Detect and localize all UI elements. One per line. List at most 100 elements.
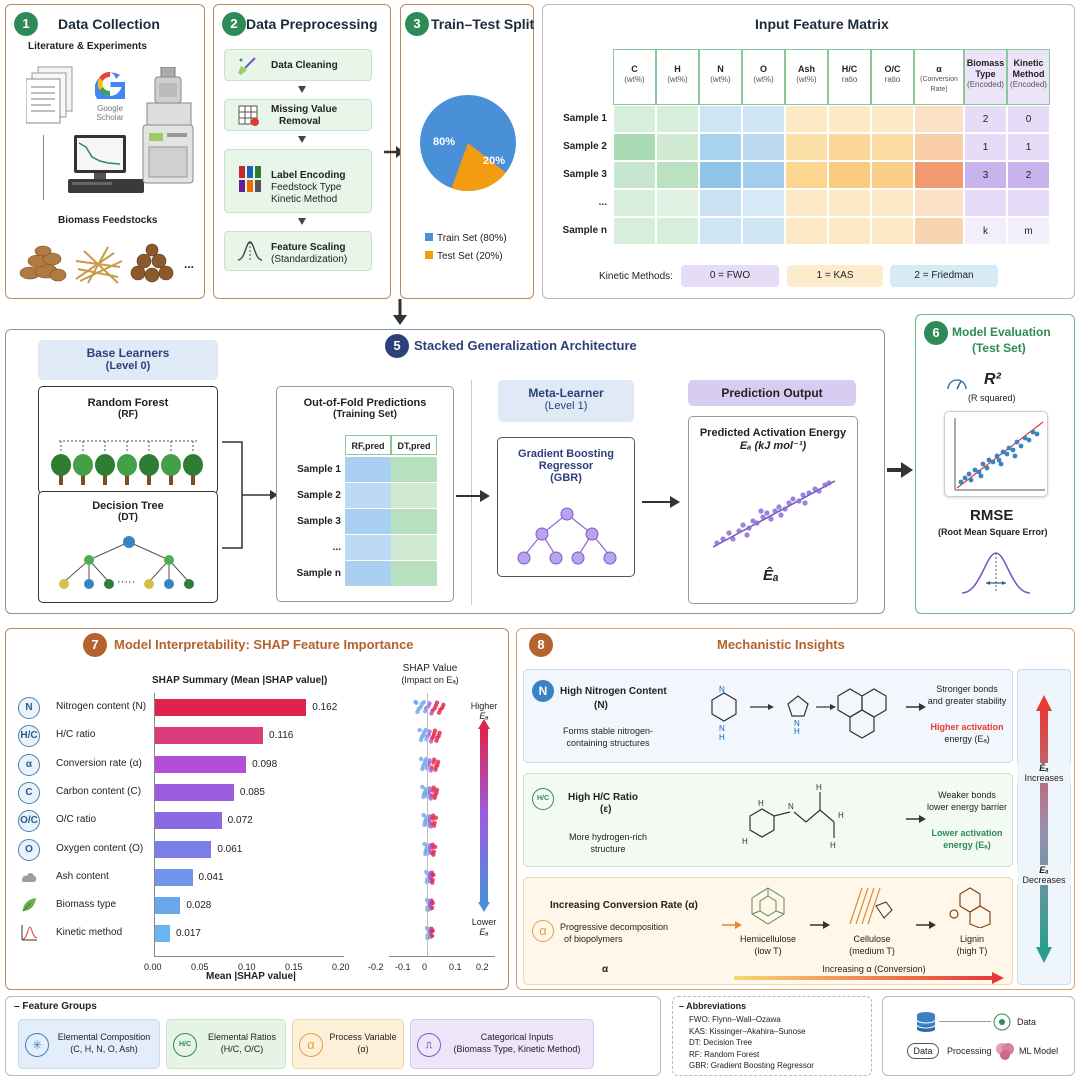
- step-label-group: Label Encoding Feedstock Type Kinetic Meth…: [271, 170, 345, 206]
- oof-col-header: DT,pred: [391, 435, 437, 455]
- tree-trunk: [103, 473, 107, 485]
- database-icon: [916, 1012, 936, 1032]
- dt-ellipsis: ·····: [117, 576, 136, 588]
- ea-inc-symbol: Êₐ: [1039, 763, 1049, 773]
- prediction-output-header: Prediction Output: [688, 380, 856, 406]
- pred-title: Prediction Output: [721, 386, 823, 400]
- step-badge-2: 2: [222, 12, 246, 36]
- tree-icon: [51, 454, 71, 476]
- shap-dot: [433, 815, 439, 821]
- h-sub: (ε): [600, 804, 612, 815]
- h-desc2: structure: [590, 844, 626, 854]
- tree-icon: [95, 454, 115, 476]
- matrix-cell: k: [964, 217, 1007, 245]
- matrix-cell: [656, 133, 699, 161]
- n-result2: and greater stability: [927, 696, 1007, 706]
- r2-point: [990, 459, 996, 465]
- shap-dot: [436, 733, 441, 739]
- x-axis-label: Mean |SHAP value|: [206, 971, 296, 982]
- shap-bar: [154, 699, 307, 716]
- pred-point: [746, 525, 752, 531]
- feature-label: Nitrogen content (N): [56, 701, 147, 712]
- shap-bar: [154, 925, 170, 943]
- x-axis-line: [154, 955, 344, 957]
- r2-point: [968, 477, 974, 483]
- step-label-group: Missing Value Removal: [271, 104, 337, 128]
- tree-trunk: [147, 473, 151, 485]
- shap-dot: [429, 929, 434, 935]
- shap-dot: [427, 902, 432, 907]
- hemi-t: (low T): [754, 946, 782, 956]
- matrix-row-label: Sample 3: [563, 169, 607, 180]
- matrix-cell: 2: [1007, 161, 1050, 189]
- ea-increases: Êₐ Increases: [1017, 763, 1071, 783]
- shap-beeswarm-row: [424, 869, 436, 885]
- r2-point: [1022, 435, 1028, 441]
- r2-point: [1026, 437, 1032, 443]
- shap-dot: [414, 700, 419, 706]
- key-connector: [939, 1021, 991, 1022]
- group-process-variable: α Process Variable (α): [292, 1019, 404, 1069]
- group-label: Process Variable: [329, 1032, 397, 1042]
- matrix-col-header: H/C ratio: [828, 49, 871, 105]
- matrix-col-header: O/C ratio: [871, 49, 914, 105]
- oof-row-label: ...: [332, 542, 341, 553]
- step-badge-5: 5: [385, 334, 409, 358]
- pred-point: [802, 500, 808, 506]
- matrix-cell: [699, 189, 742, 217]
- step-label-3: Kinetic Method: [271, 194, 338, 205]
- shap-value-label: 0.116: [269, 730, 294, 742]
- shap-dot: [428, 796, 433, 801]
- test-swatch: [425, 251, 433, 259]
- nitrogen-badge: N: [532, 680, 554, 702]
- shap-bar: [154, 727, 264, 745]
- panel-title: Mechanistic Insights: [717, 637, 845, 652]
- rmse-sub: (Root Mean Square Error): [938, 527, 1048, 537]
- matrix-cell: [828, 105, 871, 133]
- step-label: Data Cleaning: [271, 60, 338, 71]
- oof-col-header: RF,pred: [345, 435, 391, 455]
- shap-axis-line: [389, 955, 495, 957]
- legend-train: Train Set (80%): [425, 233, 507, 244]
- tree-icon: [139, 454, 159, 476]
- col-unit: ratio: [884, 75, 901, 84]
- matrix-cell: [914, 133, 964, 161]
- higher-text: Higher: [470, 701, 498, 711]
- tree-icon: [117, 454, 137, 476]
- panel-title: Stacked Generalization Architecture: [414, 338, 637, 353]
- shap-dot: [422, 822, 427, 828]
- pred-point: [754, 520, 760, 526]
- abbrev-item: DT: Decision Tree: [689, 1038, 753, 1047]
- col-name: N: [717, 64, 724, 74]
- col-unit: (wt%): [753, 75, 774, 84]
- shap-bar: [154, 755, 247, 773]
- a-title: Increasing Conversion Rate (α): [550, 900, 698, 911]
- step-label: Label Encoding: [271, 170, 346, 181]
- matrix-cell: [613, 189, 656, 217]
- col-name: O: [759, 64, 767, 74]
- pred-point: [778, 512, 784, 518]
- lower-ea: Eₐ: [479, 927, 489, 937]
- feature-label: H/C ratio: [56, 729, 96, 741]
- cell-t: (medium T): [849, 946, 895, 956]
- matrix-row-label: Sample 1: [563, 113, 607, 124]
- matrix-cell: [699, 133, 742, 161]
- feature-matrix: C (wt%) H (wt%) N (wt%) O (wt%) Ash (wt%) H/C ratio…: [613, 49, 1068, 249]
- base-sub: (Level 0): [105, 360, 151, 372]
- oof-cell-rf: [345, 509, 391, 535]
- shap-tick-label: -0.2: [368, 961, 384, 972]
- rf-abbr: (RF): [118, 409, 138, 420]
- oof-cell-dt: [391, 535, 437, 561]
- feature-label: Conversion rate (α): [56, 757, 142, 769]
- step-badge-6: 6: [924, 321, 948, 345]
- shap-dot: [417, 728, 422, 733]
- pred-point: [736, 528, 742, 534]
- gauge-icon: [947, 379, 967, 390]
- shap-dot: [428, 767, 434, 773]
- pred-point: [800, 492, 806, 498]
- matrix-col-header: Ash (wt%): [785, 49, 828, 105]
- svg-text:H: H: [794, 727, 800, 736]
- matrix-cell: [699, 105, 742, 133]
- shap-dot: [421, 699, 427, 705]
- lig-label: Lignin: [959, 934, 985, 944]
